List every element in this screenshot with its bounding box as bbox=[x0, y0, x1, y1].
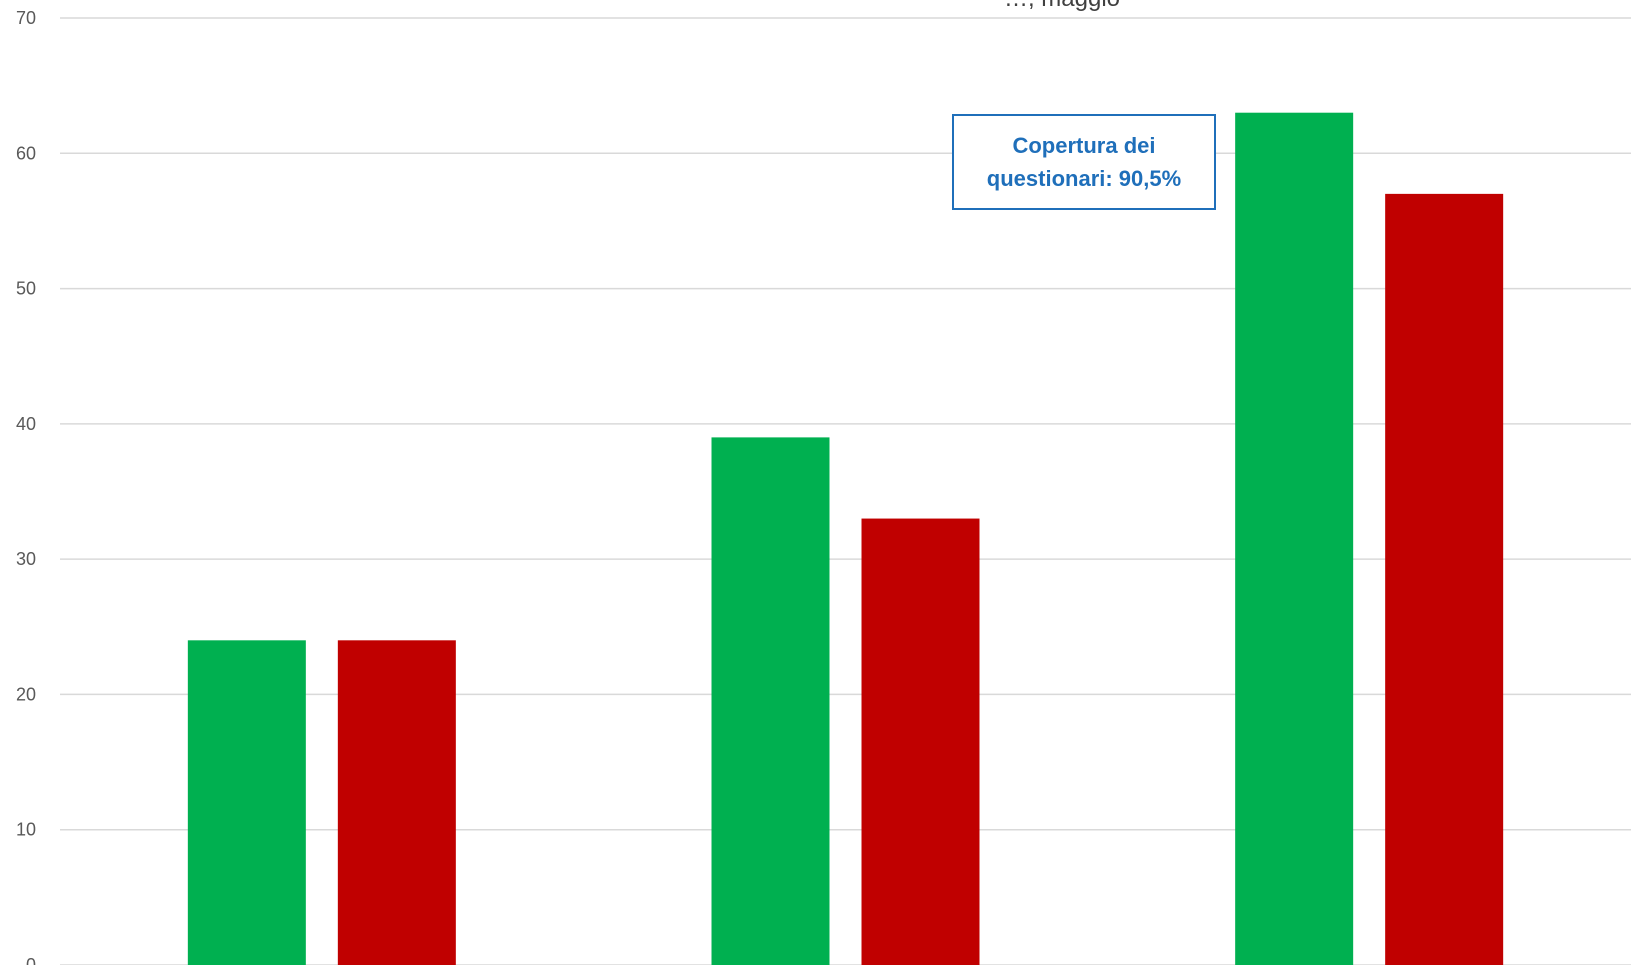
bar bbox=[1235, 112, 1354, 965]
chart-title: …, maggio bbox=[1004, 0, 1120, 12]
bar bbox=[711, 437, 830, 965]
y-tick-label: 60 bbox=[16, 143, 36, 163]
y-axis-ticks: 0 10 20 30 40 50 60 70 bbox=[16, 8, 36, 965]
y-tick-label: 10 bbox=[16, 820, 36, 840]
y-tick-label: 50 bbox=[16, 279, 36, 299]
coverage-annotation: Copertura dei questionari: 90,5% bbox=[952, 114, 1216, 210]
y-tick-label: 30 bbox=[16, 549, 36, 569]
bar bbox=[337, 640, 456, 965]
bars bbox=[187, 112, 1504, 965]
gridlines bbox=[60, 17, 1631, 965]
y-tick-label: 40 bbox=[16, 414, 36, 434]
bar bbox=[187, 640, 306, 965]
y-tick-label: 20 bbox=[16, 684, 36, 704]
y-tick-label: 0 bbox=[26, 955, 36, 965]
bar bbox=[861, 518, 980, 965]
bar bbox=[1385, 193, 1504, 965]
y-tick-label: 70 bbox=[16, 8, 36, 28]
